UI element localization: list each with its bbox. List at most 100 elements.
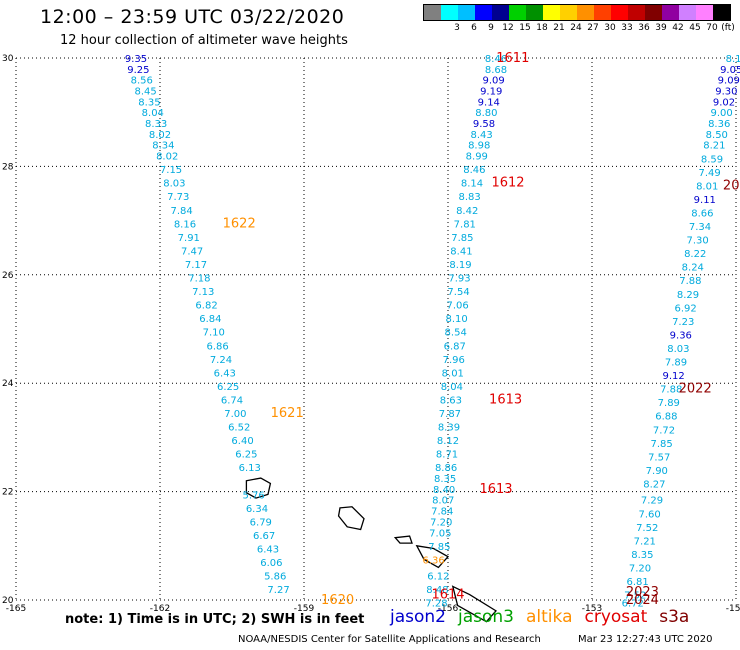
- color-scale-labels: 3 6 9 12 15 18 21 24 27 30 33 36 39 42 45 70 (ft): [423, 21, 735, 35]
- wave-height-value: 6.86: [206, 341, 228, 352]
- wave-height-value: 6.82: [195, 301, 217, 312]
- wave-height-value: 8.22: [684, 249, 706, 260]
- wave-height-value: 8.43: [470, 130, 492, 141]
- wave-height-value: 7.20: [430, 517, 452, 528]
- wave-height-value: 8.27: [643, 479, 665, 490]
- wave-height-value: 8.29: [677, 290, 699, 301]
- wave-height-value: 7.20: [629, 563, 651, 574]
- wave-height-value: 6.25: [235, 450, 257, 461]
- satellite-legend-item: altika: [526, 607, 573, 627]
- satellite-legend-item: jason3: [458, 607, 514, 627]
- wave-height-value: 7.10: [203, 328, 225, 339]
- legend-tick-label: 21: [553, 23, 565, 33]
- wave-height-value: 8.80: [475, 108, 497, 119]
- pass-label: 1612: [491, 176, 524, 191]
- legend-swatch: [679, 5, 696, 20]
- legend-swatch: [543, 5, 560, 20]
- wave-height-value: 8.99: [466, 152, 488, 163]
- wave-height-value: 5.76: [242, 490, 264, 501]
- y-tick-label: 24: [2, 379, 14, 389]
- wave-height-value: 7.34: [689, 222, 711, 233]
- wave-height-value: 6.13: [239, 463, 261, 474]
- wave-height-value: 8.71: [436, 450, 458, 461]
- wave-height-value: 7.27: [267, 585, 289, 596]
- wave-height-value: 7.28: [425, 599, 447, 610]
- wave-height-value: 7.60: [638, 509, 660, 520]
- legend-swatch: [424, 5, 441, 20]
- wave-height-value: 7.06: [446, 301, 468, 312]
- color-scale-bar: [423, 4, 731, 21]
- legend-tick-label: 36: [638, 23, 650, 33]
- wave-height-value: 7.89: [665, 358, 687, 369]
- wave-height-value: 7.52: [636, 523, 658, 534]
- wave-height-value: 7.23: [672, 317, 694, 328]
- legend-tick-label: 9: [488, 23, 494, 33]
- legend-tick-label: 3: [454, 23, 460, 33]
- legend-swatch: [560, 5, 577, 20]
- wave-height-value: 9.09: [482, 76, 504, 87]
- wave-height-value: 6.43: [214, 368, 236, 379]
- wave-height-value: 7.84: [431, 507, 453, 518]
- legend-tick-label: 45: [689, 23, 701, 33]
- wave-height-value: 7.13: [192, 287, 214, 298]
- legend-unit: (ft): [721, 23, 735, 33]
- legend-tick-label: 6: [471, 23, 477, 33]
- wave-height-value: 8.35: [138, 97, 160, 108]
- satellite-legend-item: s3a: [659, 607, 690, 627]
- wave-height-value: 6.74: [221, 395, 243, 406]
- pass-label: 2022: [679, 382, 712, 397]
- y-tick-label: 30: [2, 54, 14, 64]
- wave-height-value: 9.19: [480, 87, 502, 98]
- legend-tick-label: 42: [672, 23, 684, 33]
- wave-height-value: 6.40: [231, 436, 253, 447]
- x-tick-label: -150: [726, 604, 740, 614]
- legend-tick-label: 33: [621, 23, 633, 33]
- wave-height-value: 8.46: [463, 165, 485, 176]
- wave-height-value: 8.01: [696, 181, 718, 192]
- color-scale-legend: 3 6 9 12 15 18 21 24 27 30 33 36 39 42 45 70 (ft): [423, 4, 735, 35]
- wave-height-value: 7.18: [188, 274, 210, 285]
- pass-label: 1621: [271, 406, 304, 421]
- wave-height-value: 8.07: [432, 496, 454, 507]
- legend-swatch: [492, 5, 509, 20]
- y-tick-label: 20: [2, 596, 14, 606]
- wave-height-value: 8.35: [631, 550, 653, 561]
- wave-height-value: 7.87: [439, 409, 461, 420]
- y-tick-label: 22: [2, 488, 13, 498]
- footer-note: note: 1) Time is in UTC; 2) SWH is in fe…: [65, 612, 365, 627]
- wave-height-value: 6.87: [444, 341, 466, 352]
- legend-swatch: [509, 5, 526, 20]
- wave-height-value: 8.19: [449, 260, 471, 271]
- legend-swatch: [475, 5, 492, 20]
- wave-height-value: 7.90: [646, 466, 668, 477]
- page-title: 12:00 – 23:59 UTC 03/22/2020: [40, 6, 345, 28]
- wave-height-value: 7.17: [185, 260, 207, 271]
- x-tick-label: -162: [150, 604, 170, 614]
- island-outline: [337, 506, 365, 531]
- satellite-legend-item: jason2: [390, 607, 446, 627]
- wave-height-value: 9.25: [127, 65, 149, 76]
- island-outline: [451, 585, 497, 623]
- satellite-legend-item: cryosat: [584, 607, 648, 627]
- wave-height-value: 7.30: [686, 236, 708, 247]
- wave-height-value: 7.81: [454, 219, 476, 230]
- wave-height-value: 8.41: [450, 246, 472, 257]
- legend-tick-label: 39: [655, 23, 667, 33]
- wave-height-value: 6.06: [260, 558, 282, 569]
- wave-height-value: 8.48: [426, 585, 448, 596]
- wave-height-value: 7.85: [428, 542, 450, 553]
- wave-height-value: 9.09: [718, 76, 740, 87]
- wave-height-value: 8.16: [174, 219, 196, 230]
- wave-height-value: 7.89: [658, 398, 680, 409]
- wave-height-value: 7.24: [210, 355, 232, 366]
- x-tick-label: -165: [6, 604, 26, 614]
- wave-height-value: 7.93: [448, 274, 470, 285]
- wave-height-value: 6.43: [257, 545, 279, 556]
- wave-height-value: 8.10: [446, 314, 468, 325]
- wave-height-value: 6.36: [422, 555, 444, 566]
- legend-tick-label: 27: [587, 23, 599, 33]
- legend-swatch: [696, 5, 713, 20]
- pass-label: 1622: [223, 216, 256, 231]
- wave-height-value: 8.98: [468, 141, 490, 152]
